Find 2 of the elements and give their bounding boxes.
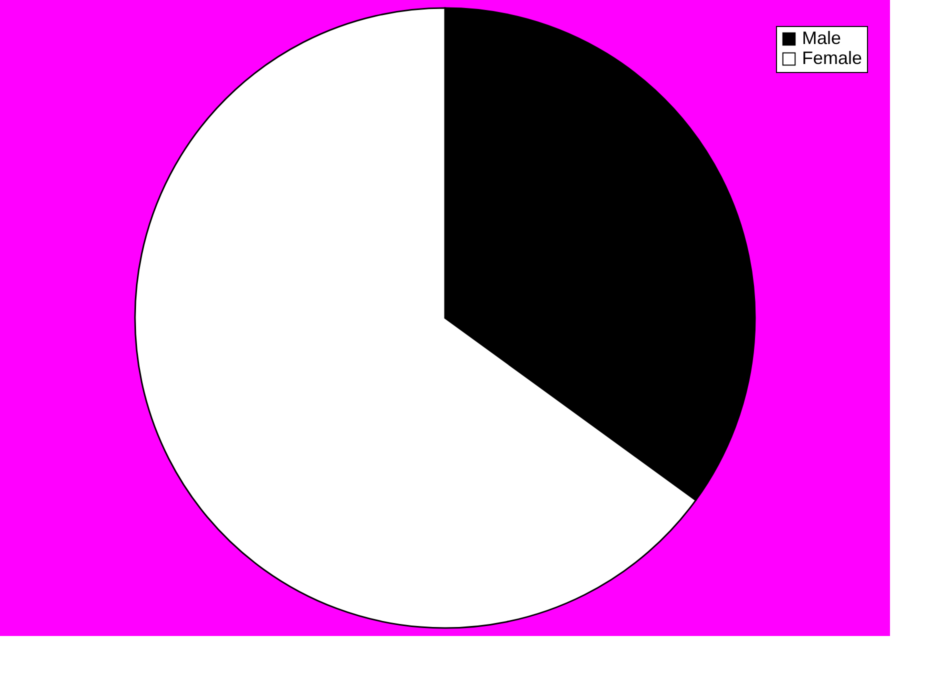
- legend-label: Male: [802, 28, 842, 48]
- legend-label: Female: [802, 48, 862, 68]
